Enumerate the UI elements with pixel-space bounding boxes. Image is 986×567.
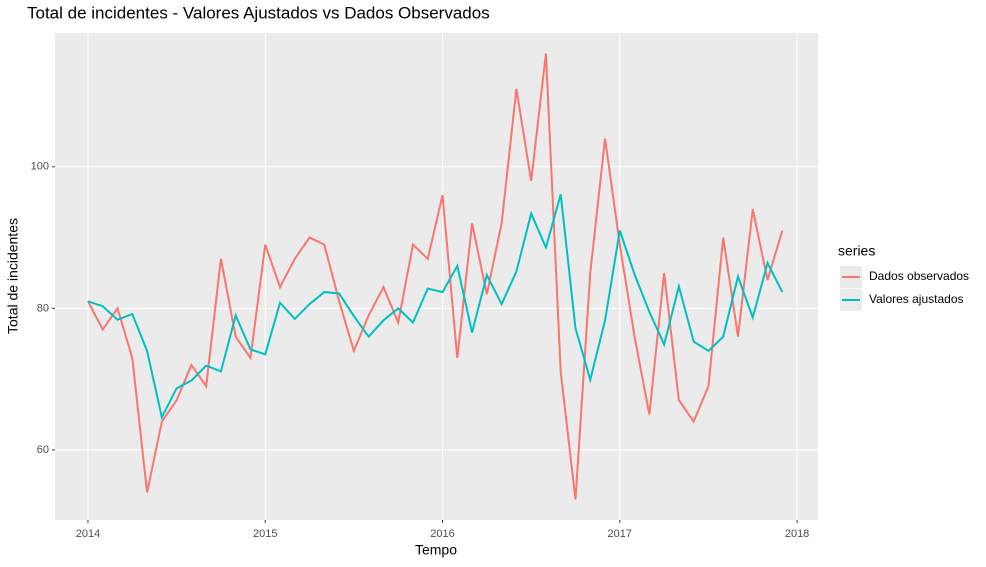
panel xyxy=(55,33,818,520)
x-axis-title: Tempo xyxy=(415,542,457,558)
x-tick-label: 2015 xyxy=(253,528,277,540)
chart-title: Total de incidentes - Valores Ajustados … xyxy=(27,3,490,22)
y-tick-label: 100 xyxy=(31,161,49,173)
y-tick-label: 80 xyxy=(37,302,49,314)
x-tick-label: 2014 xyxy=(76,528,100,540)
legend-title: series xyxy=(838,243,875,259)
legend-label: Dados observados xyxy=(869,269,969,283)
series-line xyxy=(87,53,784,500)
x-tick-label: 2016 xyxy=(430,528,454,540)
y-tick-label: 60 xyxy=(37,444,49,456)
series-line xyxy=(87,194,784,421)
y-axis-title: Total de incidentes xyxy=(5,218,21,334)
x-tick-label: 2017 xyxy=(608,528,632,540)
legend-label: Valores ajustados xyxy=(869,292,964,306)
x-tick-label: 2018 xyxy=(785,528,809,540)
